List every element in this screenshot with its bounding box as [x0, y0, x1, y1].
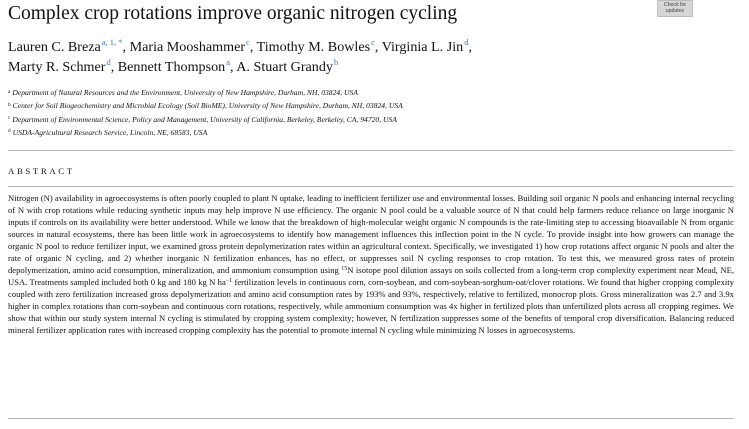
affiliation-marker[interactable]: a [226, 57, 230, 67]
affiliation-item: b Center for Soil Biogeochemistry and Mic… [8, 101, 403, 111]
check-for-updates-label: updates [665, 7, 685, 14]
author[interactable]: Maria Mooshammerc, [129, 37, 254, 55]
author[interactable]: Marty R. Schmerd, [8, 57, 115, 75]
unit-exponent: −1 [225, 278, 233, 284]
author[interactable]: Timothy M. Bowlesc, [256, 37, 379, 55]
affiliation-marker[interactable]: a, 1, * [101, 37, 123, 47]
abstract-text: Nitrogen (N) availability in agroecosyst… [8, 193, 735, 335]
affiliation-marker[interactable]: d [106, 57, 111, 67]
isotope-mass-number: 15 [341, 266, 348, 272]
author[interactable]: Bennett Thompsona, [117, 57, 234, 75]
author-list: Lauren C. Brezaa, 1, *, Maria Mooshammer… [8, 37, 708, 77]
check-for-updates-icon: Check for [663, 2, 687, 8]
affiliation-item: a Department of Natural Resources and the… [8, 88, 358, 97]
author[interactable]: A. Stuart Grandyb [236, 57, 339, 75]
affiliation-marker[interactable]: c [246, 37, 250, 47]
abstract-heading: ABSTRACT [8, 166, 75, 176]
author[interactable]: Virginia L. Jind, [381, 37, 472, 55]
section-divider [8, 418, 734, 419]
affiliation-item: c Department of Environmental Science, Po… [8, 114, 397, 124]
author[interactable]: Lauren C. Brezaa, 1, *, [8, 37, 127, 55]
section-divider [8, 150, 734, 151]
affiliation-marker[interactable]: c [371, 37, 375, 47]
affiliation-item: d USDA-Agricultural Research Service, Lin… [8, 127, 208, 137]
section-divider [8, 186, 734, 187]
article-title: Complex crop rotations improve organic n… [8, 3, 458, 24]
affiliation-marker[interactable]: d [464, 37, 469, 47]
affiliation-list: a Department of Natural Resources and the… [8, 86, 728, 139]
check-for-updates-badge[interactable]: Check for updates [657, 0, 693, 17]
affiliation-marker[interactable]: b [333, 57, 339, 67]
